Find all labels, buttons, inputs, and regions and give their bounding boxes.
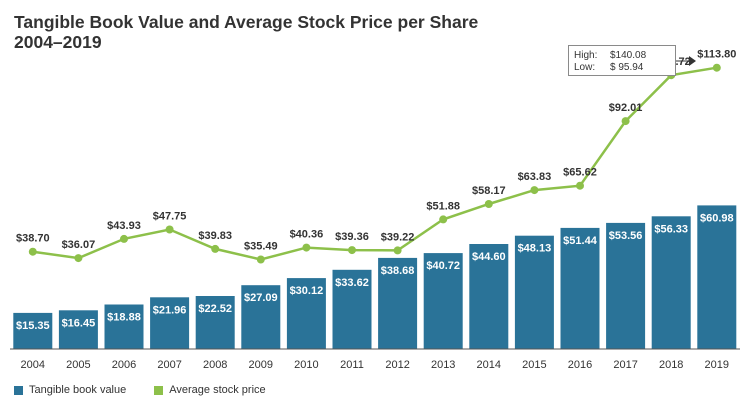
bar bbox=[423, 253, 463, 349]
bar bbox=[651, 216, 691, 349]
x-tick-label: 2013 bbox=[431, 359, 455, 371]
line-point bbox=[211, 244, 220, 253]
line-label: $58.17 bbox=[472, 185, 506, 197]
bar-label: $60.98 bbox=[700, 212, 734, 224]
bar bbox=[560, 227, 600, 349]
line-point bbox=[348, 246, 356, 255]
line-label: $39.83 bbox=[198, 230, 232, 242]
high-value: $140.08 bbox=[610, 50, 647, 61]
line-label: $39.36 bbox=[335, 231, 369, 243]
bar-label: $40.72 bbox=[426, 260, 460, 272]
line-point bbox=[621, 117, 630, 126]
bar-label: $18.88 bbox=[107, 312, 141, 324]
bar bbox=[150, 297, 190, 349]
x-tick-label: 2014 bbox=[477, 359, 501, 371]
x-tick-label: 2015 bbox=[522, 359, 546, 371]
x-tick-label: 2004 bbox=[21, 359, 45, 371]
x-tick-label: 2011 bbox=[340, 359, 364, 371]
bar bbox=[286, 278, 326, 349]
line-point bbox=[302, 243, 311, 252]
line-label: $39.22 bbox=[381, 231, 415, 243]
bar bbox=[469, 244, 509, 349]
legend: Tangible book value Average stock price bbox=[14, 384, 294, 396]
x-tick-label: 2008 bbox=[203, 359, 227, 371]
bar bbox=[606, 222, 646, 349]
bar-label: $21.96 bbox=[153, 304, 187, 316]
x-tick-label: 2018 bbox=[659, 359, 683, 371]
bar-label: $16.45 bbox=[62, 317, 96, 329]
bar bbox=[378, 257, 418, 349]
chart-title: Tangible Book Value and Average Stock Pr… bbox=[14, 12, 478, 52]
stock-price-line bbox=[32, 66, 718, 261]
line-label: $43.93 bbox=[107, 220, 141, 232]
line-point bbox=[530, 186, 539, 195]
bar bbox=[332, 269, 372, 349]
line-point bbox=[576, 181, 584, 190]
high-low-annotation: High: $140.08 Low: $ 95.94 bbox=[568, 45, 676, 76]
line-point bbox=[484, 200, 493, 208]
x-tick-label: 2009 bbox=[249, 359, 273, 371]
x-tick-label: 2010 bbox=[294, 359, 318, 371]
bar-label: $44.60 bbox=[472, 251, 506, 263]
chart-title-line2: 2004–2019 bbox=[14, 32, 102, 52]
bar bbox=[58, 310, 98, 349]
x-tick-label: 2017 bbox=[613, 359, 637, 371]
line-label: $38.70 bbox=[16, 233, 50, 245]
legend-item-stock-price: Average stock price bbox=[154, 384, 266, 396]
legend-swatch-bar bbox=[14, 385, 23, 395]
bar-label: $38.68 bbox=[381, 265, 415, 277]
legend-label-stock-price: Average stock price bbox=[169, 384, 266, 396]
bar-label: $48.13 bbox=[518, 243, 552, 255]
bar-label: $22.52 bbox=[198, 303, 232, 315]
line-point bbox=[439, 215, 448, 224]
chart-title-line1: Tangible Book Value and Average Stock Pr… bbox=[14, 12, 479, 32]
bar bbox=[195, 296, 235, 349]
line-point bbox=[120, 234, 128, 243]
bar-label: $30.12 bbox=[290, 285, 324, 297]
x-tick-label: 2016 bbox=[568, 359, 592, 371]
line-point bbox=[74, 254, 83, 263]
bar-label: $33.62 bbox=[335, 277, 369, 289]
bar-label: $56.33 bbox=[654, 223, 688, 235]
bar bbox=[104, 304, 144, 349]
line-label: $35.49 bbox=[244, 241, 278, 253]
line-point bbox=[712, 63, 721, 72]
line-label: $65.62 bbox=[563, 167, 597, 179]
high-label: High: bbox=[574, 50, 598, 61]
x-tick-label: 2019 bbox=[705, 359, 729, 371]
low-value: $ 95.94 bbox=[610, 62, 644, 73]
legend-item-book-value: Tangible book value bbox=[14, 384, 126, 396]
x-tick-label: 2007 bbox=[157, 359, 181, 371]
bar-label: $53.56 bbox=[609, 230, 643, 242]
annotation-arrow-head bbox=[689, 56, 696, 66]
bar-label: $51.44 bbox=[563, 235, 598, 247]
line-point bbox=[256, 255, 265, 264]
line-label: $47.75 bbox=[153, 211, 187, 223]
line-point bbox=[28, 247, 37, 256]
legend-swatch-line bbox=[154, 385, 164, 395]
bar bbox=[241, 285, 281, 349]
bar bbox=[13, 312, 53, 349]
bar-label: $27.09 bbox=[244, 292, 278, 304]
line-point bbox=[393, 246, 402, 255]
x-tick-label: 2012 bbox=[385, 359, 409, 371]
line-point bbox=[165, 225, 174, 234]
legend-label-book-value: Tangible book value bbox=[29, 384, 127, 396]
line-label: $92.01 bbox=[609, 102, 643, 114]
line-label: $63.83 bbox=[518, 171, 552, 183]
line-label: $40.36 bbox=[290, 229, 324, 241]
bar bbox=[697, 205, 737, 349]
bar-label: $15.35 bbox=[16, 320, 50, 332]
line-label: $51.88 bbox=[426, 200, 460, 212]
line-label: $36.07 bbox=[62, 239, 96, 251]
line-label: $113.80 bbox=[697, 49, 736, 61]
low-label: Low: bbox=[574, 62, 596, 73]
x-tick-label: 2006 bbox=[112, 359, 136, 371]
x-tick-label: 2005 bbox=[66, 359, 90, 371]
bar bbox=[514, 235, 554, 349]
